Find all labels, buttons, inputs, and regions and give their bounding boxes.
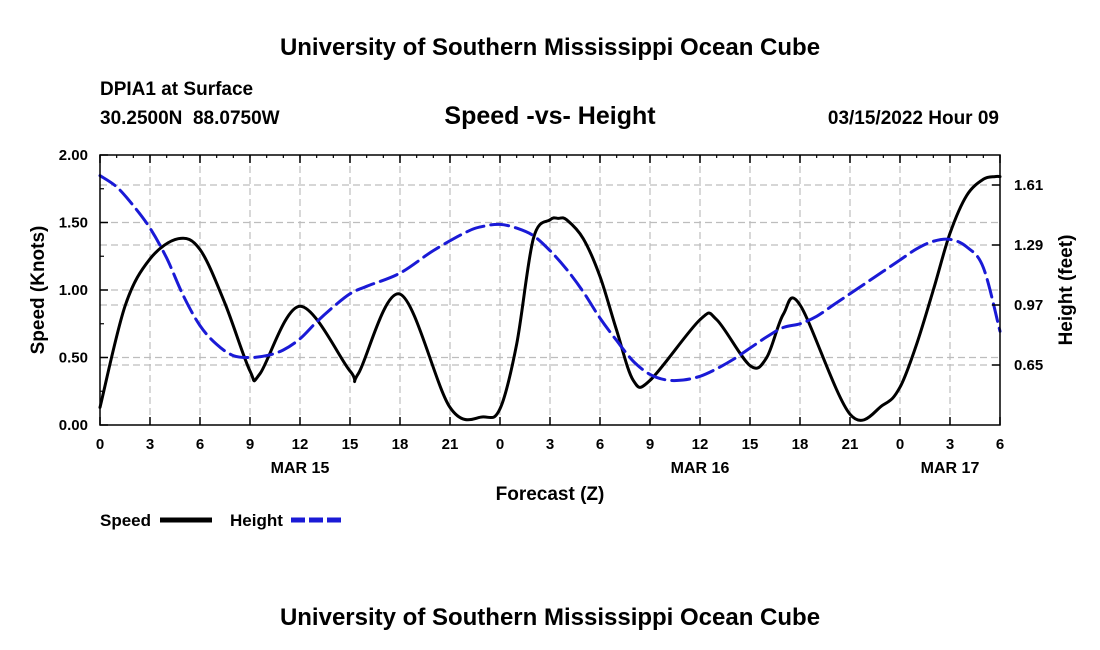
coordinates-label: 30.2500N 88.0750W [100, 108, 280, 129]
y-left-tick-label: 2.00 [59, 147, 88, 164]
x-tick-label: 18 [392, 436, 409, 453]
axes: 0 3 6 9 12 15 18 21 0 3 6 9 12 15 18 21 0 3 6 MAR 15 MAR 16 M… [59, 147, 1043, 477]
chart-title: University of Southern Mississippi Ocean… [280, 34, 820, 61]
x-tick-label: 6 [596, 436, 604, 453]
x-tick-label: 0 [896, 436, 904, 453]
x-axis-title: Forecast (Z) [496, 484, 605, 505]
x-tick-label: 15 [342, 436, 359, 453]
x-tick-label: 12 [292, 436, 309, 453]
datetime-label: 03/15/2022 Hour 09 [828, 108, 999, 129]
y-left-tick-label: 1.00 [59, 282, 88, 299]
station-label: DPIA1 at Surface [100, 79, 253, 100]
x-tick-label: 6 [196, 436, 204, 453]
grid [100, 155, 1000, 425]
y-right-tick-label: 1.29 [1014, 237, 1043, 254]
x-date-label: MAR 16 [671, 460, 730, 477]
x-date-label: MAR 17 [921, 460, 980, 477]
footer-title: University of Southern Mississippi Ocean… [280, 604, 820, 631]
chart-subtitle: Speed -vs- Height [444, 102, 656, 130]
x-tick-label: 6 [996, 436, 1004, 453]
y-axis-right-title: Height (feet) [1056, 235, 1077, 346]
x-tick-label: 21 [442, 436, 459, 453]
x-tick-label: 18 [792, 436, 809, 453]
x-tick-label: 21 [842, 436, 859, 453]
x-tick-label: 3 [546, 436, 554, 453]
y-left-tick-label: 1.50 [59, 215, 88, 232]
x-date-label: MAR 15 [271, 460, 330, 477]
x-tick-label: 15 [742, 436, 759, 453]
y-left-tick-label: 0.00 [59, 417, 88, 434]
x-tick-label: 9 [246, 436, 254, 453]
x-tick-label: 3 [146, 436, 154, 453]
y-left-tick-label: 0.50 [59, 350, 88, 367]
series-group [98, 174, 1002, 422]
y-axis-left-title: Speed (Knots) [28, 226, 49, 355]
y-right-tick-label: 0.97 [1014, 297, 1043, 314]
legend-height-label: Height [230, 511, 283, 530]
legend: Speed Height [100, 511, 343, 530]
x-tick-label: 9 [646, 436, 654, 453]
x-tick-label: 12 [692, 436, 709, 453]
legend-speed-label: Speed [100, 511, 151, 530]
y-right-tick-label: 1.61 [1014, 177, 1043, 194]
y-right-tick-label: 0.65 [1014, 357, 1043, 374]
speed-series-line [98, 174, 1002, 422]
height-series-line [98, 174, 1002, 383]
x-tick-label: 3 [946, 436, 954, 453]
x-tick-label: 0 [496, 436, 504, 453]
x-tick-label: 0 [96, 436, 104, 453]
